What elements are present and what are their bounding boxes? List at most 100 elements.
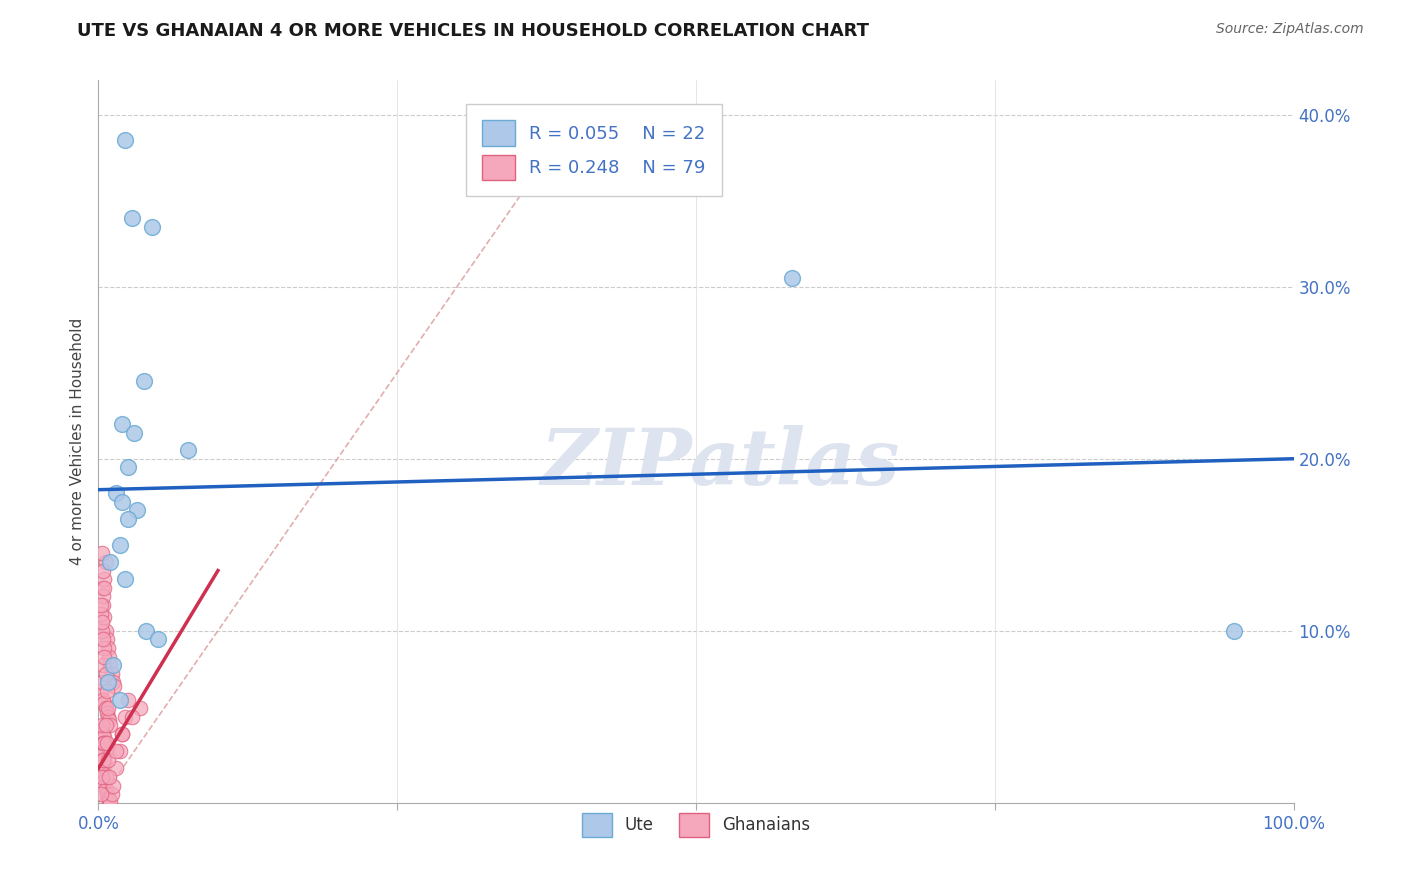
- Point: [93, 731, 115, 745]
- Point: [94, 770, 117, 784]
- Point: [90, 787, 112, 801]
- Point: [96, 735, 118, 749]
- Point: [100, 666, 122, 681]
- Point: [94, 666, 117, 681]
- Point: [90, 607, 112, 621]
- Point: [93, 610, 115, 624]
- Y-axis label: 4 or more Vehicles in Household: 4 or more Vehicles in Household: [69, 318, 84, 566]
- Point: [98, 658, 122, 673]
- Point: [94, 624, 117, 638]
- Point: [91, 775, 114, 789]
- Point: [93, 572, 115, 586]
- Point: [96, 740, 118, 755]
- Point: [96, 684, 118, 698]
- Point: [105, 761, 128, 775]
- Point: [148, 632, 170, 647]
- Point: [90, 598, 112, 612]
- Point: [98, 794, 122, 808]
- Point: [90, 684, 112, 698]
- Point: [90, 744, 112, 758]
- Point: [94, 735, 117, 749]
- Point: [98, 555, 122, 569]
- Point: [105, 744, 128, 758]
- Point: [96, 632, 118, 647]
- Point: [89, 761, 111, 775]
- Point: [91, 727, 114, 741]
- Point: [101, 779, 124, 793]
- Point: [91, 615, 114, 630]
- Point: [97, 753, 120, 767]
- Point: [91, 770, 114, 784]
- Point: [132, 375, 155, 389]
- Point: [98, 718, 122, 732]
- Point: [91, 590, 114, 604]
- Point: [101, 675, 124, 690]
- Text: Source: ZipAtlas.com: Source: ZipAtlas.com: [1216, 22, 1364, 37]
- Point: [129, 701, 152, 715]
- Point: [97, 790, 120, 805]
- Point: [114, 133, 136, 147]
- Point: [94, 701, 117, 715]
- Point: [93, 753, 115, 767]
- Point: [96, 787, 118, 801]
- Point: [93, 640, 115, 655]
- Point: [108, 744, 131, 758]
- Point: [108, 538, 131, 552]
- Point: [121, 211, 143, 225]
- Point: [125, 503, 148, 517]
- Point: [98, 713, 121, 727]
- Point: [177, 443, 200, 458]
- Point: [91, 546, 114, 560]
- Point: [91, 581, 114, 595]
- Point: [141, 219, 163, 234]
- Point: [105, 486, 128, 500]
- Point: [111, 494, 134, 508]
- Point: [91, 658, 114, 673]
- Legend: Ute, Ghanaians: Ute, Ghanaians: [574, 805, 818, 845]
- Point: [114, 710, 136, 724]
- Point: [108, 692, 131, 706]
- Point: [91, 735, 114, 749]
- Point: [93, 696, 115, 710]
- Point: [1223, 624, 1246, 638]
- Text: ZIPatlas: ZIPatlas: [540, 425, 900, 501]
- Point: [91, 598, 114, 612]
- Point: [91, 770, 114, 784]
- Point: [121, 710, 143, 724]
- Point: [93, 735, 115, 749]
- Point: [91, 692, 114, 706]
- Point: [111, 727, 134, 741]
- Point: [780, 271, 803, 285]
- Point: [91, 675, 114, 690]
- Point: [91, 718, 114, 732]
- Point: [98, 792, 121, 806]
- Point: [91, 753, 114, 767]
- Text: UTE VS GHANAIAN 4 OR MORE VEHICLES IN HOUSEHOLD CORRELATION CHART: UTE VS GHANAIAN 4 OR MORE VEHICLES IN HO…: [77, 22, 869, 40]
- Point: [93, 758, 115, 772]
- Point: [91, 747, 114, 762]
- Point: [93, 779, 115, 793]
- Point: [90, 764, 112, 779]
- Point: [101, 658, 124, 673]
- Point: [96, 706, 118, 721]
- Point: [117, 460, 139, 475]
- Point: [117, 692, 139, 706]
- Point: [91, 632, 114, 647]
- Point: [111, 727, 134, 741]
- Point: [91, 723, 114, 738]
- Point: [97, 675, 120, 690]
- Point: [97, 701, 120, 715]
- Point: [135, 624, 157, 638]
- Point: [100, 787, 122, 801]
- Point: [103, 679, 125, 693]
- Point: [114, 572, 136, 586]
- Point: [94, 718, 117, 732]
- Point: [98, 649, 121, 664]
- Point: [97, 710, 120, 724]
- Point: [91, 753, 114, 767]
- Point: [94, 555, 117, 569]
- Point: [94, 782, 117, 797]
- Point: [93, 649, 115, 664]
- Point: [91, 624, 114, 638]
- Point: [117, 512, 139, 526]
